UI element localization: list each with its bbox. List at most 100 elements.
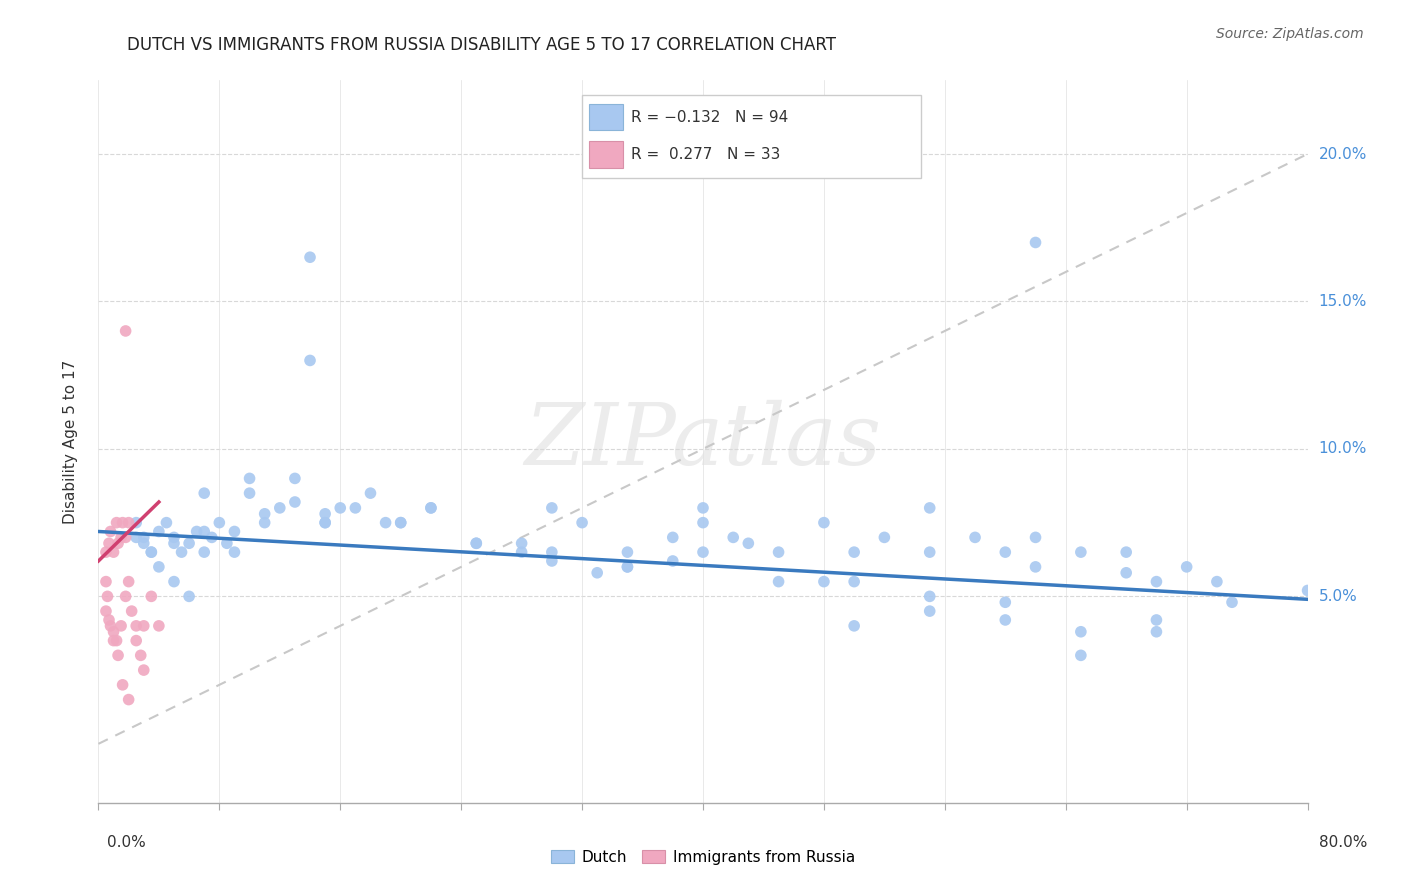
Point <box>692 545 714 559</box>
Point <box>1144 624 1167 639</box>
Point <box>813 516 835 530</box>
Point <box>1115 566 1137 580</box>
Text: DUTCH VS IMMIGRANTS FROM RUSSIA DISABILITY AGE 5 TO 17 CORRELATION CHART: DUTCH VS IMMIGRANTS FROM RUSSIA DISABILI… <box>127 36 835 54</box>
Point <box>540 500 562 515</box>
Point <box>105 516 128 530</box>
Point <box>465 536 488 550</box>
Point <box>170 545 193 559</box>
Point <box>224 524 246 539</box>
Point <box>299 353 322 368</box>
Point <box>994 613 1017 627</box>
Point <box>141 545 163 559</box>
Point <box>239 486 262 500</box>
Point <box>1144 574 1167 589</box>
Point <box>155 516 177 530</box>
Point <box>148 619 170 633</box>
Point <box>103 633 125 648</box>
Point <box>965 530 987 544</box>
Point <box>813 574 835 589</box>
Text: 15.0%: 15.0% <box>1319 294 1367 309</box>
Point <box>994 595 1017 609</box>
Point <box>1024 530 1046 544</box>
Point <box>1175 560 1198 574</box>
Point <box>1144 613 1167 627</box>
Point <box>105 633 128 648</box>
Point <box>420 500 443 515</box>
Point <box>586 566 609 580</box>
Point <box>844 574 866 589</box>
Point <box>100 524 122 539</box>
Point <box>510 536 533 550</box>
Point <box>98 536 121 550</box>
Point <box>179 590 201 604</box>
Point <box>94 545 117 559</box>
Y-axis label: Disability Age 5 to 17: Disability Age 5 to 17 <box>63 359 77 524</box>
Text: 20.0%: 20.0% <box>1319 146 1367 161</box>
Point <box>141 545 163 559</box>
Point <box>253 516 276 530</box>
Point <box>389 516 412 530</box>
Point <box>540 545 562 559</box>
Point <box>616 560 638 574</box>
Point <box>100 619 122 633</box>
Point <box>118 692 141 706</box>
Point <box>107 648 129 663</box>
Point <box>94 574 117 589</box>
Point <box>1024 560 1046 574</box>
Point <box>132 536 155 550</box>
Point <box>179 536 201 550</box>
Point <box>1024 235 1046 250</box>
Text: 80.0%: 80.0% <box>1319 836 1367 850</box>
Point <box>148 560 170 574</box>
Text: Source: ZipAtlas.com: Source: ZipAtlas.com <box>1216 27 1364 41</box>
Point <box>661 530 683 544</box>
Point <box>465 536 488 550</box>
Point <box>253 507 276 521</box>
Point <box>994 545 1017 559</box>
Point <box>768 574 790 589</box>
Point <box>284 471 307 485</box>
Point <box>284 495 307 509</box>
Point <box>103 545 125 559</box>
Text: 5.0%: 5.0% <box>1319 589 1357 604</box>
Text: 10.0%: 10.0% <box>1319 442 1367 457</box>
Point <box>208 516 231 530</box>
Legend: Dutch, Immigrants from Russia: Dutch, Immigrants from Russia <box>544 844 862 871</box>
Point <box>420 500 443 515</box>
Point <box>114 590 136 604</box>
Point <box>918 604 941 618</box>
Point <box>125 516 148 530</box>
Point <box>1296 583 1319 598</box>
Point <box>918 590 941 604</box>
Point <box>163 530 186 544</box>
Point <box>510 545 533 559</box>
Point <box>103 624 125 639</box>
Point <box>374 516 396 530</box>
Point <box>918 500 941 515</box>
Point <box>314 507 336 521</box>
Point <box>571 516 593 530</box>
Point <box>132 663 155 677</box>
Point <box>314 516 336 530</box>
Point <box>114 530 136 544</box>
Point <box>125 619 148 633</box>
Point <box>111 516 134 530</box>
Point <box>616 545 638 559</box>
Point <box>737 536 759 550</box>
Point <box>98 613 121 627</box>
Point <box>314 516 336 530</box>
Text: ZIPatlas: ZIPatlas <box>524 401 882 483</box>
Point <box>661 554 683 568</box>
Point <box>107 536 129 550</box>
Point <box>918 545 941 559</box>
Point <box>132 530 155 544</box>
Point <box>141 590 163 604</box>
Point <box>201 530 224 544</box>
Point <box>118 574 141 589</box>
Point <box>132 619 155 633</box>
Point <box>299 250 322 264</box>
Point <box>1070 648 1092 663</box>
Point <box>224 545 246 559</box>
Point <box>1206 574 1229 589</box>
Point <box>239 471 262 485</box>
